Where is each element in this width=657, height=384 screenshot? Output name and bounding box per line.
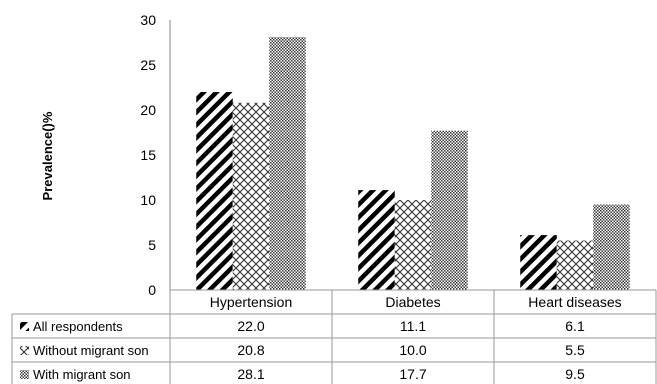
table-value: 11.1 — [400, 318, 426, 334]
y-tick-label: 20 — [140, 102, 156, 118]
y-tick-label: 15 — [140, 147, 156, 163]
bar — [196, 92, 233, 290]
table-value: 22.0 — [237, 318, 264, 334]
y-tick-label: 30 — [140, 12, 156, 28]
table-value: 17.7 — [399, 366, 426, 382]
bar — [269, 37, 306, 290]
bar — [556, 240, 594, 290]
y-axis-title: Prevalence()% — [40, 111, 55, 200]
legend-entry: All respondents — [33, 319, 123, 334]
bar — [593, 204, 630, 290]
legend-entry: With migrant son — [33, 367, 131, 382]
bar — [232, 102, 270, 290]
y-tick-label: 5 — [148, 237, 156, 253]
bar — [431, 130, 468, 290]
table-value: 28.1 — [237, 366, 264, 382]
table-value: 10.0 — [399, 342, 426, 358]
bars — [196, 37, 630, 290]
bar — [358, 190, 395, 290]
category-label: Heart diseases — [528, 294, 621, 310]
legend-swatch — [20, 322, 29, 331]
bar — [520, 235, 557, 290]
category-label: Diabetes — [385, 294, 440, 310]
bar — [394, 200, 432, 290]
legend-entry: Without migrant son — [33, 343, 149, 358]
table-value: 5.5 — [565, 342, 585, 358]
y-tick-label: 0 — [148, 282, 156, 298]
table-value: 6.1 — [565, 318, 585, 334]
y-tick-label: 10 — [140, 192, 156, 208]
y-tick-label: 25 — [140, 57, 156, 73]
category-label: Hypertension — [210, 294, 293, 310]
legend-swatch — [20, 346, 29, 355]
y-axis-ticks: 0 5 10 15 20 25 30 — [140, 12, 156, 298]
data-table: Hypertension Diabetes Heart diseases All re… — [11, 289, 657, 384]
legend-swatch — [20, 370, 29, 379]
table-value: 9.5 — [565, 366, 585, 382]
table-value: 20.8 — [237, 342, 264, 358]
